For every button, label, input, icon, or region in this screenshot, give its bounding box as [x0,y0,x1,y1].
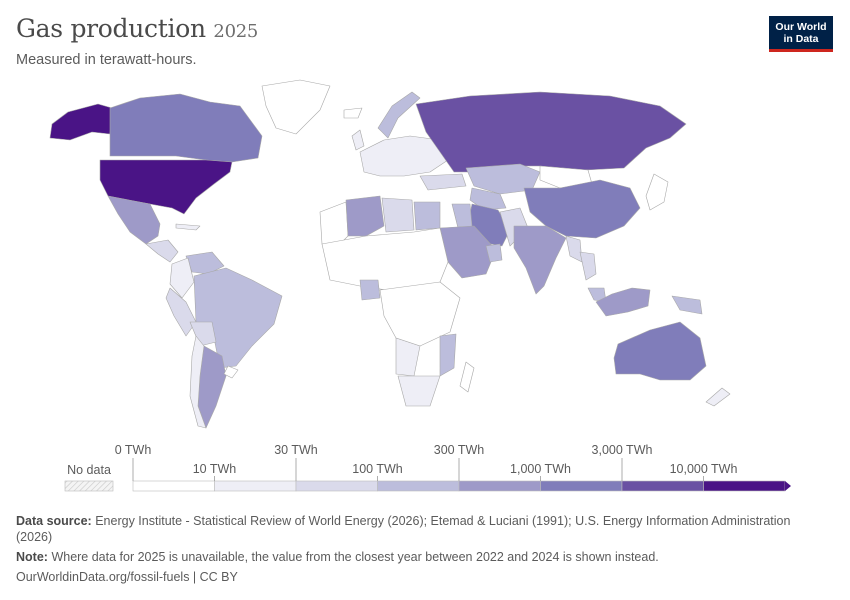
legend-no-data-swatch[interactable] [64,480,114,492]
note-text: Where data for 2025 is unavailable, the … [51,550,659,564]
country-iceland[interactable] [343,107,363,119]
logo-line-2: in Data [783,33,819,45]
country-madagascar[interactable] [459,361,475,393]
country-gulf[interactable] [485,243,503,263]
country-s-africa[interactable] [397,375,441,407]
country-egypt[interactable] [413,201,441,231]
country-uruguay[interactable] [223,365,239,379]
country-myanmar[interactable] [565,235,583,263]
country-mozambique[interactable] [439,333,457,377]
country-nz[interactable] [705,387,731,407]
country-india[interactable] [513,225,567,295]
country-europe[interactable] [359,135,449,177]
legend-label-upper-2: 300 TWh [434,443,485,457]
footer: Data source: Energy Institute - Statisti… [16,513,826,589]
country-nigeria[interactable] [359,279,381,301]
country-mexico[interactable] [107,195,161,245]
legend-label-upper-3: 3,000 TWh [592,443,653,457]
country-chile[interactable] [189,335,207,429]
data-source: Data source: Energy Institute - Statisti… [16,514,791,544]
country-canada[interactable] [109,93,263,163]
country-indonesia[interactable] [595,287,651,317]
country-sahel[interactable] [321,227,449,293]
country-uk[interactable] [351,129,365,151]
note: Note: Where data for 2025 is unavailable… [16,550,659,564]
country-japan[interactable] [645,173,669,211]
country-central-am[interactable] [145,239,179,263]
map-legend: No data 0 TWh 30 TWh 300 TWh 3,000 TWh 10 TW… [64,443,791,492]
country-bolivia[interactable] [189,321,217,347]
country-greenland[interactable] [261,79,331,135]
country-colombia[interactable] [169,257,195,299]
legend-no-data-label: No data [67,463,111,477]
source-url[interactable]: OurWorldinData.org/fossil-fuels | CC BY [16,570,238,584]
legend-bin-4[interactable] [458,480,541,492]
legend-label-upper-0: 0 TWh [115,443,152,457]
data-source-text: Energy Institute - Statistical Review of… [16,514,791,544]
world-map [49,79,731,429]
legend-bin-5[interactable] [540,480,623,492]
subtitle: Measured in terawatt-hours. [16,52,197,68]
country-libya[interactable] [381,197,415,233]
country-peru[interactable] [165,287,197,337]
legend-bin-6[interactable] [621,480,704,492]
legend-label-lower-2: 1,000 TWh [510,462,571,476]
country-algeria[interactable] [345,195,385,237]
country-png[interactable] [671,295,703,315]
legend-label-lower-1: 100 TWh [352,462,403,476]
country-norway[interactable] [377,91,421,139]
legend-label-upper-1: 30 TWh [274,443,318,457]
country-c-africa[interactable] [379,281,461,347]
legend-bin-3[interactable] [377,480,460,492]
logo-line-1: Our World [775,21,827,33]
country-turkey[interactable] [419,173,467,191]
legend-bin-1[interactable] [214,480,297,492]
legend-bin-0[interactable] [132,480,215,492]
country-cuba[interactable] [175,223,201,231]
country-australia[interactable] [613,321,707,381]
legend-label-lower-0: 10 TWh [193,462,237,476]
owid-logo[interactable]: Our World in Data [769,16,833,52]
page-title: Gas production 2025 [16,14,258,43]
legend-bin-7[interactable] [703,480,786,492]
title-year: 2025 [213,21,259,42]
legend-bin-2[interactable] [295,480,378,492]
country-russia[interactable] [415,91,687,173]
country-thailand[interactable] [579,251,597,281]
title-text: Gas production [16,14,206,43]
country-china[interactable] [523,179,641,239]
country-iraq[interactable] [451,203,473,229]
legend-arrow [785,481,791,491]
country-alaska[interactable] [49,103,113,141]
legend-label-lower-3: 10,000 TWh [670,462,738,476]
